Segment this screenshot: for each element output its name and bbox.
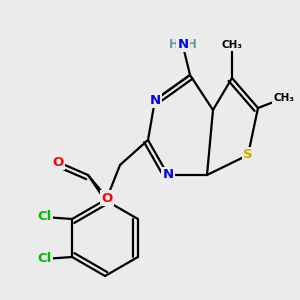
Text: Cl: Cl [37, 253, 51, 266]
Text: H: H [169, 38, 179, 50]
Text: Cl: Cl [37, 211, 51, 224]
Text: N: N [162, 169, 174, 182]
Text: N: N [177, 38, 189, 50]
Text: S: S [243, 148, 253, 161]
Text: H: H [187, 38, 197, 50]
Text: O: O [101, 191, 112, 205]
Text: O: O [52, 155, 64, 169]
Text: CH₃: CH₃ [274, 93, 295, 103]
Text: N: N [149, 94, 161, 106]
Text: CH₃: CH₃ [221, 40, 242, 50]
